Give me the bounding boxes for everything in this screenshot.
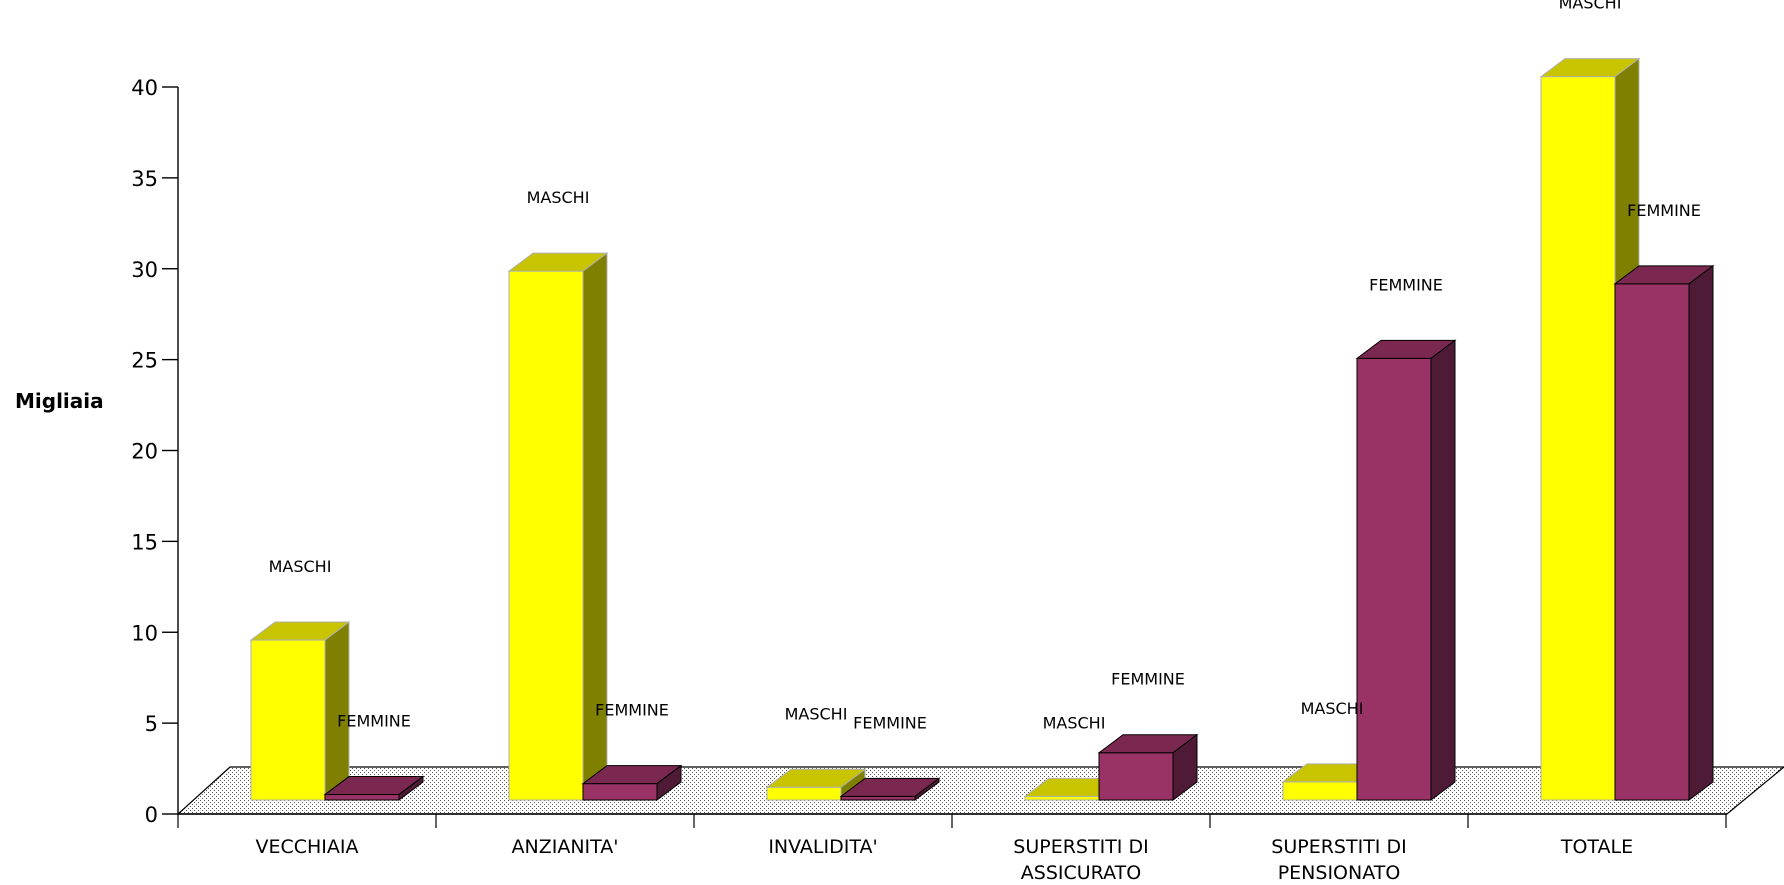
bar-femmine <box>323 775 425 801</box>
bar-front <box>1024 795 1100 801</box>
bar-femmine <box>581 764 683 801</box>
x-tick-label: INVALIDITA' <box>768 836 877 858</box>
bar-side <box>1688 264 1714 801</box>
bar-front <box>1356 357 1432 801</box>
bar-side <box>1172 733 1198 801</box>
bar-label-maschi: MASCHI <box>1301 699 1364 718</box>
bar-front <box>1540 76 1616 801</box>
y-axis-title: Migliaia <box>15 389 104 413</box>
y-tick-label: 40 <box>131 76 158 100</box>
x-tick-label: ANZIANITA' <box>512 836 619 858</box>
bar-front <box>1282 781 1358 801</box>
bar-label-maschi: MASCHI <box>527 188 590 207</box>
x-tick-label: SUPERSTITI DI PENSIONATO <box>1271 836 1406 884</box>
bar-label-femmine: FEMMINE <box>1369 275 1443 294</box>
bar-front <box>582 783 658 801</box>
bar-femmine <box>1613 264 1715 801</box>
bar-label-maschi: MASCHI <box>269 557 332 576</box>
bar-label-maschi: MASCHI <box>1559 0 1622 13</box>
bar-label-femmine: FEMMINE <box>853 713 927 732</box>
y-axis: 0 5 10 15 20 25 30 35 40 <box>131 76 179 827</box>
bar-label-maschi: MASCHI <box>1043 713 1106 732</box>
bar-side <box>1430 339 1456 801</box>
bar-side <box>656 764 682 801</box>
bar-femmine <box>839 777 941 801</box>
x-tick-label: SUPERSTITI DI ASSICURATO <box>1013 836 1148 884</box>
y-tick-label: 5 <box>145 712 158 736</box>
bar-labels: MASCHI FEMMINE MASCHI FEMMINE MASCHI FEMMINE M… <box>269 0 1701 732</box>
bar-front <box>840 795 916 801</box>
x-tick-label: TOTALE <box>1560 836 1633 858</box>
bar-maschi <box>249 621 351 801</box>
x-axis: VECCHIAIA ANZIANITA' INVALIDITA' SUPERSTITI… <box>177 813 1727 884</box>
x-tick-label: VECCHIAIA <box>255 836 358 858</box>
bar-femmine <box>1097 733 1199 801</box>
y-tick-label: 30 <box>131 258 158 282</box>
bar-label-femmine: FEMMINE <box>595 701 669 720</box>
bar-label-femmine: FEMMINE <box>1627 201 1701 220</box>
bar-side <box>398 775 424 801</box>
bar-front <box>508 270 584 801</box>
bar-front <box>766 786 842 801</box>
bar-maschi <box>765 768 867 801</box>
bar-front <box>1098 752 1174 801</box>
y-tick-label: 25 <box>131 349 158 373</box>
bar-label-femmine: FEMMINE <box>1111 670 1185 689</box>
y-tick-label: 20 <box>131 440 158 464</box>
bar-label-femmine: FEMMINE <box>337 712 411 731</box>
bar-femmine <box>1355 339 1457 801</box>
bar-label-maschi: MASCHI <box>785 704 848 723</box>
bar-maschi <box>507 252 609 801</box>
y-tick-label: 15 <box>131 530 158 554</box>
bar-front <box>250 639 326 801</box>
bar-front <box>1614 283 1690 801</box>
y-tick-label: 35 <box>131 167 158 191</box>
bar-front <box>324 794 400 801</box>
bar-side <box>914 777 940 801</box>
bars <box>249 57 1715 801</box>
y-tick-label: 0 <box>145 803 158 827</box>
y-tick-label: 10 <box>131 621 158 645</box>
